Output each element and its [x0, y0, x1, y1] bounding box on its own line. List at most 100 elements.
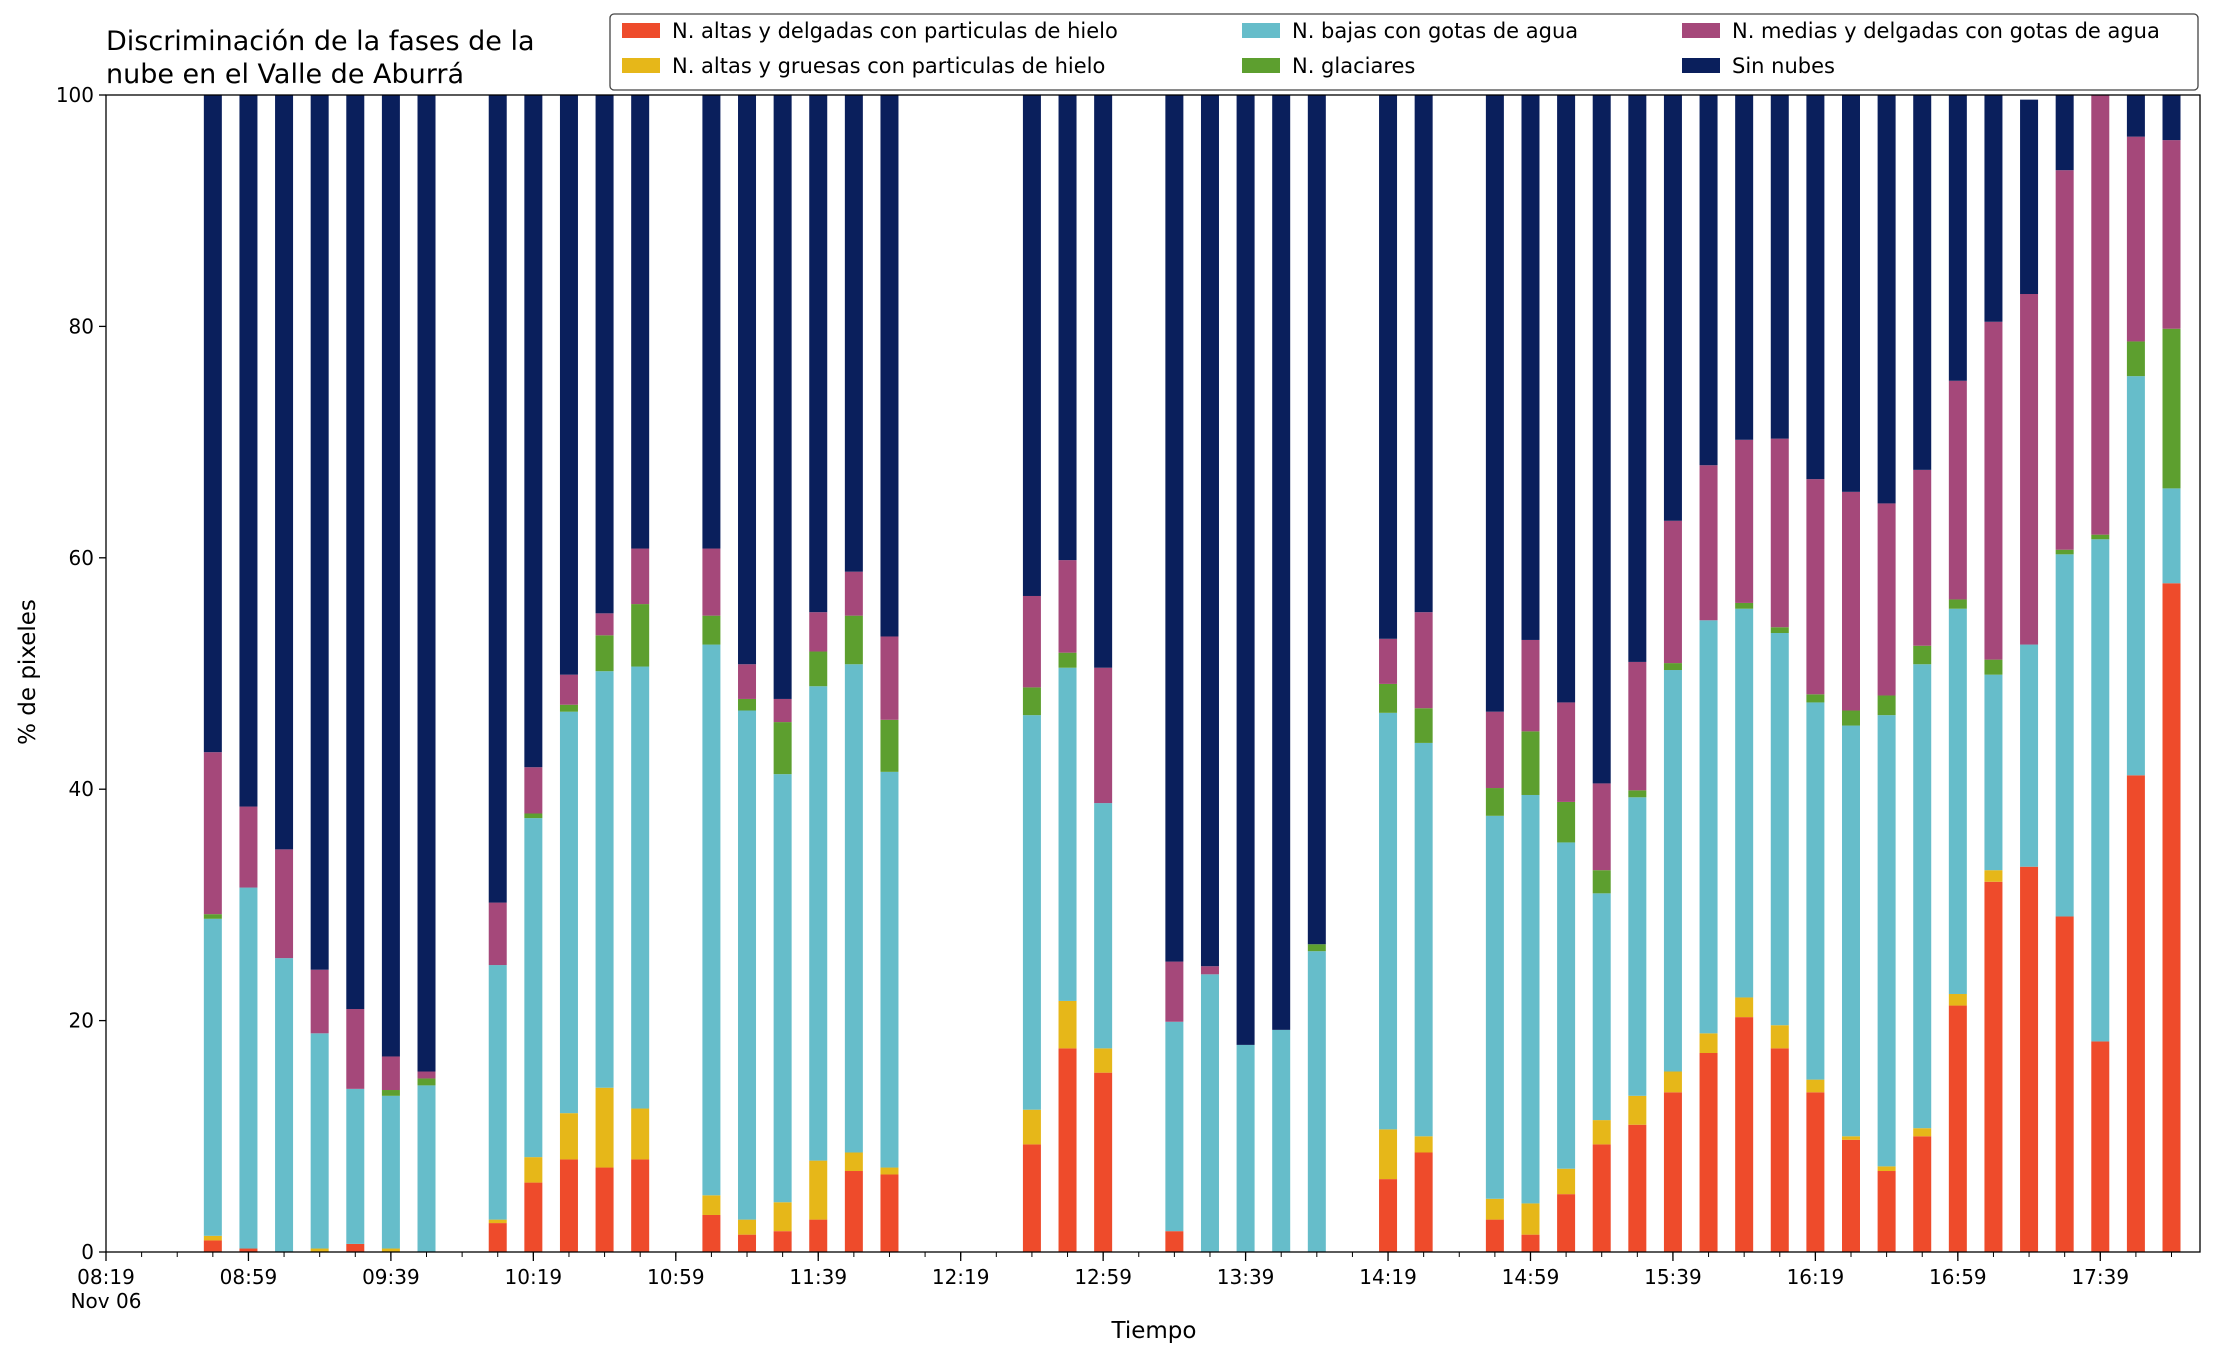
chart-title-line-2: nube en el Valle de Aburrá — [106, 59, 464, 90]
x-tick-label: 14:59 — [1502, 1265, 1560, 1289]
bar-segment — [346, 1009, 365, 1089]
bar-segment — [239, 95, 258, 807]
bar-segment — [880, 719, 899, 772]
bar-segment — [2162, 488, 2181, 584]
bar-segment — [381, 1248, 400, 1252]
bar-segment — [595, 613, 614, 636]
bar-segment — [1699, 620, 1718, 1034]
bar-segment — [773, 1202, 792, 1232]
bar-segment — [310, 1033, 329, 1249]
bar-segment — [1058, 652, 1077, 668]
bar-segment — [1557, 95, 1576, 703]
legend-swatch — [1242, 23, 1280, 38]
x-tick-label: 12:59 — [1074, 1265, 1132, 1289]
bar-segment — [844, 615, 863, 665]
bar-segment — [346, 1088, 365, 1244]
bar-segment — [809, 612, 828, 652]
bar-segment — [844, 664, 863, 1153]
bar-segment — [1913, 469, 1932, 646]
bar-segment — [844, 95, 863, 572]
bar-segment — [1485, 1198, 1504, 1220]
bar-segment — [1699, 465, 1718, 621]
bar-segment — [1735, 1017, 1754, 1252]
bar-segment — [488, 965, 507, 1220]
bar-segment — [2126, 95, 2145, 137]
bar-segment — [702, 1214, 721, 1252]
bar-segment — [1663, 1092, 1682, 1252]
bar-segment — [1414, 708, 1433, 743]
bar-segment — [595, 1087, 614, 1168]
bar-segment — [1984, 881, 2003, 1252]
bar-segment — [488, 95, 507, 903]
bar-segment — [631, 604, 650, 667]
bar-segment — [2091, 539, 2110, 1042]
bar-segment — [1521, 1203, 1540, 1235]
bar-segment — [1307, 95, 1326, 945]
bar-segment — [2020, 644, 2039, 867]
x-date-label: Nov 06 — [71, 1289, 142, 1313]
bar-segment — [702, 644, 721, 1196]
x-tick-label: 16:59 — [1929, 1265, 1987, 1289]
y-axis-label: % de pixeles — [15, 599, 41, 745]
bar-segment — [738, 698, 757, 711]
y-tick-label: 60 — [69, 546, 94, 570]
bar-segment — [1913, 645, 1932, 665]
bar-segment — [1379, 1179, 1398, 1252]
chart-title-line-1: Discriminación de la fases de la — [106, 26, 535, 57]
bar-segment — [702, 615, 721, 645]
bar-segment — [310, 95, 329, 970]
bar-segment — [773, 1231, 792, 1252]
bar-segment — [809, 1219, 828, 1252]
y-tick-label: 100 — [56, 83, 94, 107]
bar-segment — [1735, 608, 1754, 998]
bar-segment — [559, 711, 578, 1114]
bar-segment — [1877, 1171, 1896, 1252]
x-tick-label: 09:39 — [362, 1265, 420, 1289]
bar-segment — [1236, 95, 1255, 1045]
bar-segment — [1592, 893, 1611, 1121]
bar-segment — [1557, 842, 1576, 1169]
bar-segment — [1094, 803, 1113, 1049]
bar-segment — [1663, 1071, 1682, 1093]
bar-segment — [1877, 695, 1896, 716]
bar-segment — [381, 1095, 400, 1249]
bar-segment — [1058, 95, 1077, 561]
bar-segment — [1699, 1033, 1718, 1053]
bar-segment — [1913, 95, 1932, 470]
bar-segment — [1592, 95, 1611, 784]
bar-segment — [1022, 715, 1041, 1110]
bar-segment — [809, 1160, 828, 1220]
bar-segment — [1414, 1152, 1433, 1252]
bar-segment — [1948, 1005, 1967, 1252]
bar-segment — [524, 95, 543, 768]
bar-segment — [1022, 687, 1041, 716]
bar-segment — [1628, 790, 1647, 798]
bar-segment — [1948, 380, 1967, 600]
bar-segment — [1379, 1129, 1398, 1180]
bar-segment — [809, 95, 828, 613]
bar-segment — [488, 1223, 507, 1252]
legend-swatch — [622, 23, 660, 38]
bar-segment — [1379, 683, 1398, 713]
bar-segment — [1592, 870, 1611, 894]
bar-segment — [1094, 1048, 1113, 1073]
bar-segment — [1521, 1234, 1540, 1252]
legend-label: N. glaciares — [1292, 54, 1415, 78]
bar-segment — [1022, 1109, 1041, 1145]
bar-segment — [1200, 974, 1219, 1252]
bar-segment — [1557, 702, 1576, 802]
bar-segment — [1770, 1048, 1789, 1252]
bar-segment — [1485, 815, 1504, 1199]
bar-segment — [1307, 951, 1326, 1252]
bar-segment — [2091, 534, 2110, 540]
bar-segment — [1272, 1029, 1291, 1252]
bar-segment — [2162, 583, 2181, 1252]
bar-segment — [2091, 95, 2110, 535]
bar-segment — [880, 771, 899, 1168]
bar-segment — [1877, 715, 1896, 1167]
bar-segment — [488, 902, 507, 966]
bar-segment — [1913, 664, 1932, 1129]
legend-swatch — [622, 58, 660, 73]
bar-segment — [1877, 503, 1896, 696]
bar-segment — [559, 95, 578, 675]
